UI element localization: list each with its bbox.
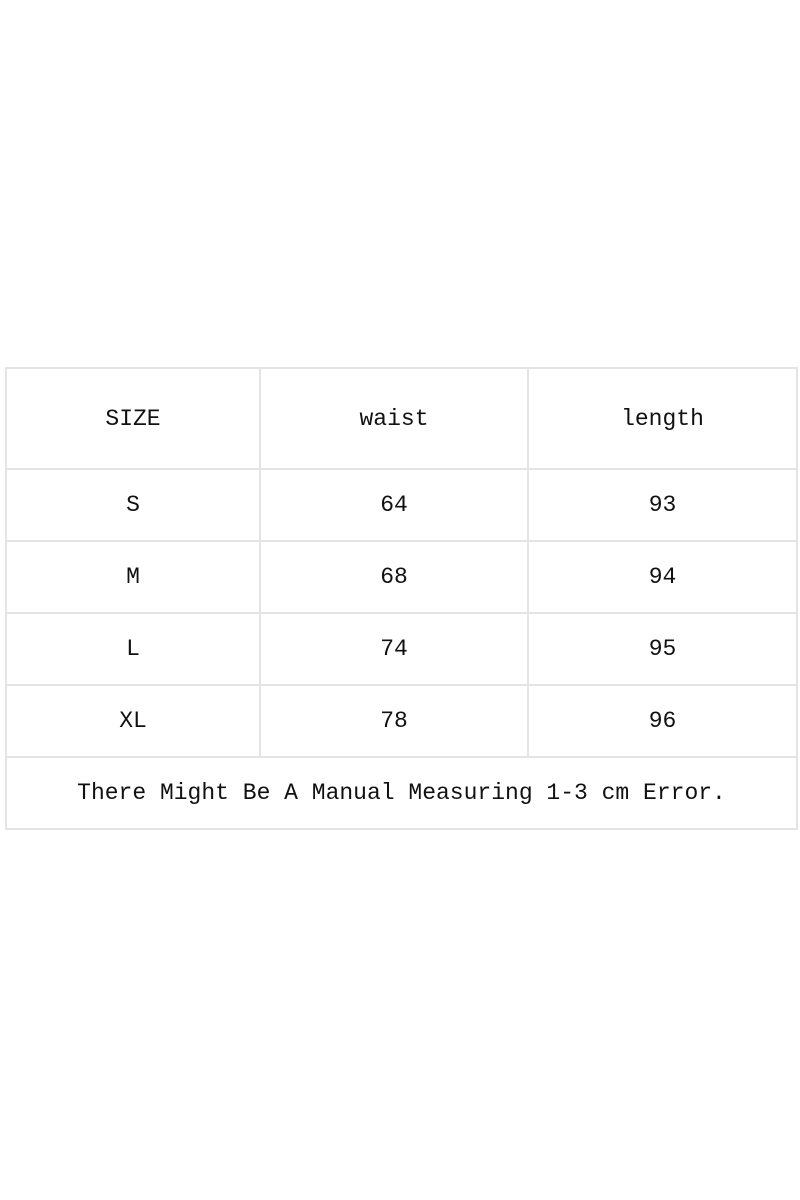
waist-cell: 68: [259, 540, 529, 614]
header-size: SIZE: [5, 367, 261, 470]
header-row: SIZE waist length: [5, 367, 798, 470]
header-length: length: [527, 367, 798, 470]
length-cell: 93: [527, 468, 798, 542]
length-cell: 94: [527, 540, 798, 614]
length-cell: 96: [527, 684, 798, 758]
table-row: M 68 94: [5, 540, 798, 614]
measurement-note: There Might Be A Manual Measuring 1-3 cm…: [5, 756, 798, 830]
note-row: There Might Be A Manual Measuring 1-3 cm…: [5, 756, 798, 830]
size-chart-table: SIZE waist length S 64 93 M 68 94 L 74 9…: [5, 367, 798, 830]
waist-cell: 74: [259, 612, 529, 686]
waist-cell: 64: [259, 468, 529, 542]
table-row: XL 78 96: [5, 684, 798, 758]
size-cell: XL: [5, 684, 261, 758]
table-row: L 74 95: [5, 612, 798, 686]
table-row: S 64 93: [5, 468, 798, 542]
length-cell: 95: [527, 612, 798, 686]
size-cell: L: [5, 612, 261, 686]
header-waist: waist: [259, 367, 529, 470]
size-cell: M: [5, 540, 261, 614]
waist-cell: 78: [259, 684, 529, 758]
size-cell: S: [5, 468, 261, 542]
